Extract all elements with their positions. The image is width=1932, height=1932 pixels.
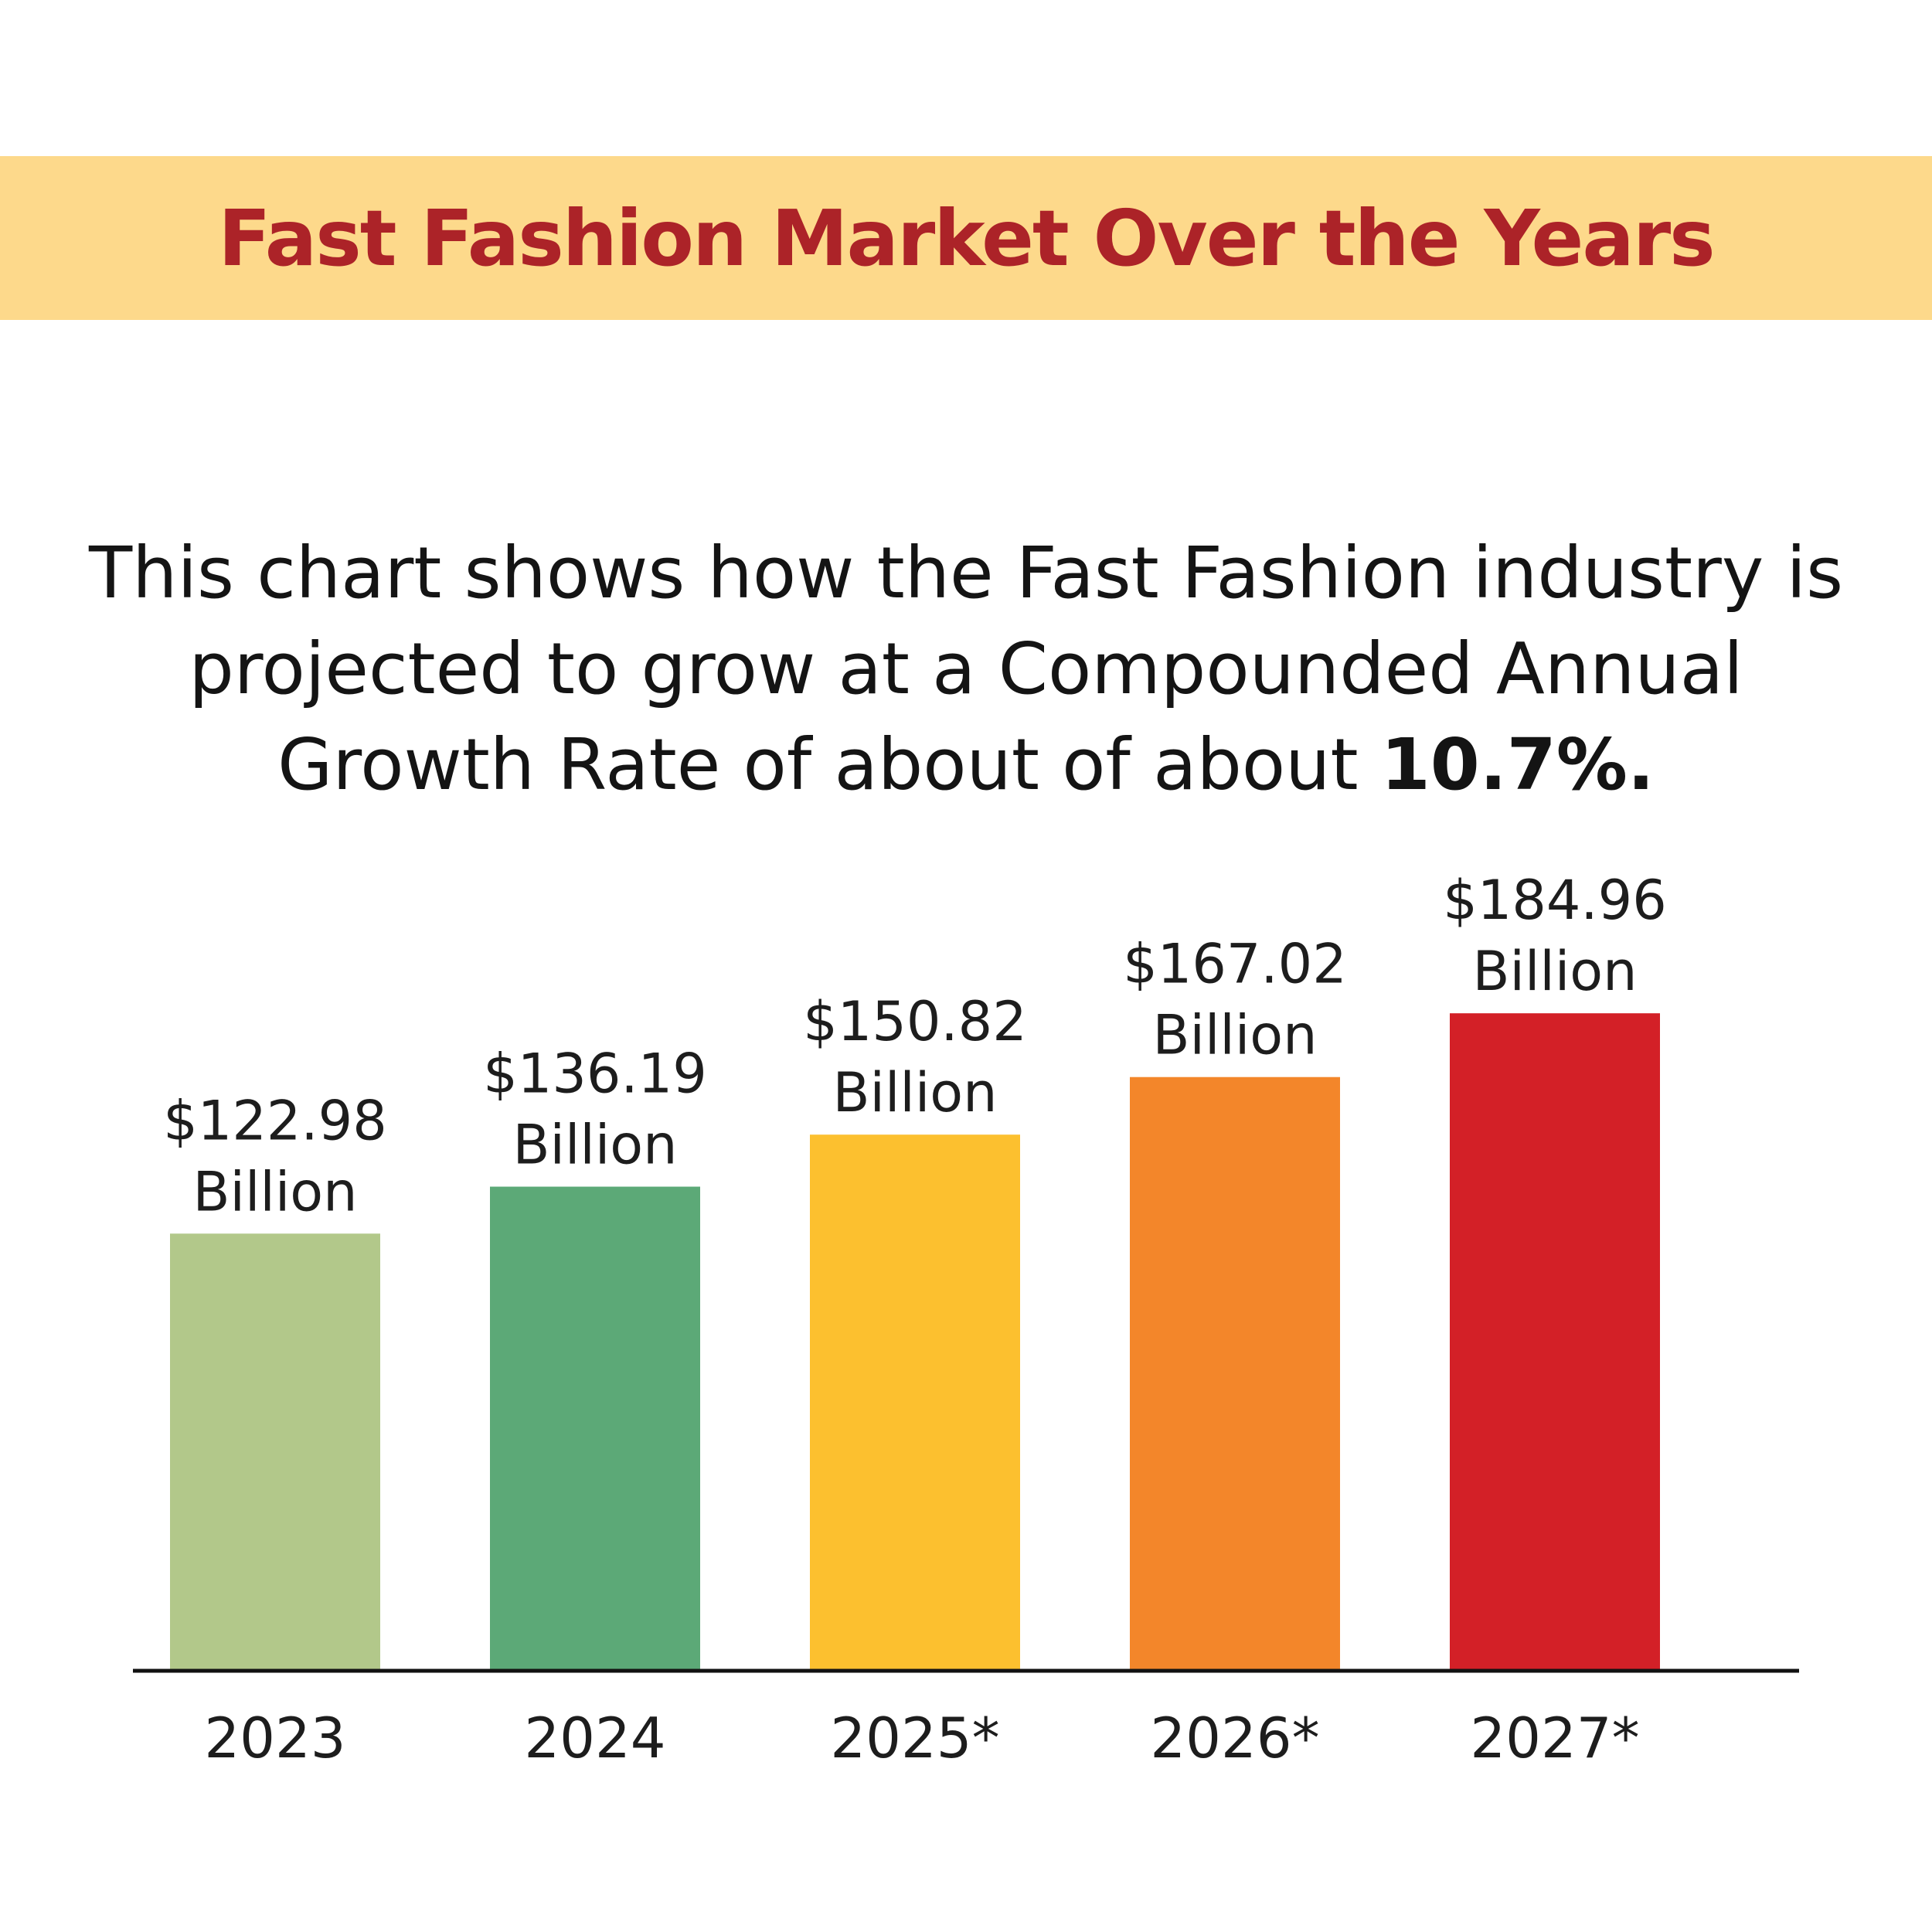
cagr-highlight: 10.7%. [1380,723,1655,806]
chart-title: Fast Fashion Market Over the Years [218,192,1715,284]
x-tick-label: 2023 [204,1706,345,1770]
bar-2024 [490,1186,700,1671]
bar-unit-label: Billion [1472,940,1637,1003]
title-band: Fast Fashion Market Over the Years [0,156,1932,320]
bar-2026 [1130,1077,1340,1671]
bar-value-label: $136.19 [483,1043,706,1106]
x-tick-label: 2025* [830,1706,999,1770]
bar-value-label: $122.98 [163,1089,386,1152]
bar-2023 [170,1233,380,1671]
bar-value-label: $167.02 [1123,933,1346,996]
x-tick-label: 2024 [524,1706,665,1770]
bar-2025 [810,1134,1020,1671]
x-tick-label: 2026* [1150,1706,1319,1770]
bar-unit-label: Billion [832,1061,997,1124]
bar-unit-label: Billion [192,1160,357,1223]
bar-value-label: $150.82 [803,990,1026,1053]
bar-value-label: $184.96 [1443,869,1666,932]
bar-unit-label: Billion [1152,1004,1317,1067]
description-text: This chart shows how the Fast Fashion in… [88,532,1844,806]
bar-2027 [1450,1013,1660,1671]
chart-description: This chart shows how the Fast Fashion in… [77,526,1855,813]
bar-unit-label: Billion [512,1114,677,1177]
x-tick-label: 2027* [1470,1706,1639,1770]
